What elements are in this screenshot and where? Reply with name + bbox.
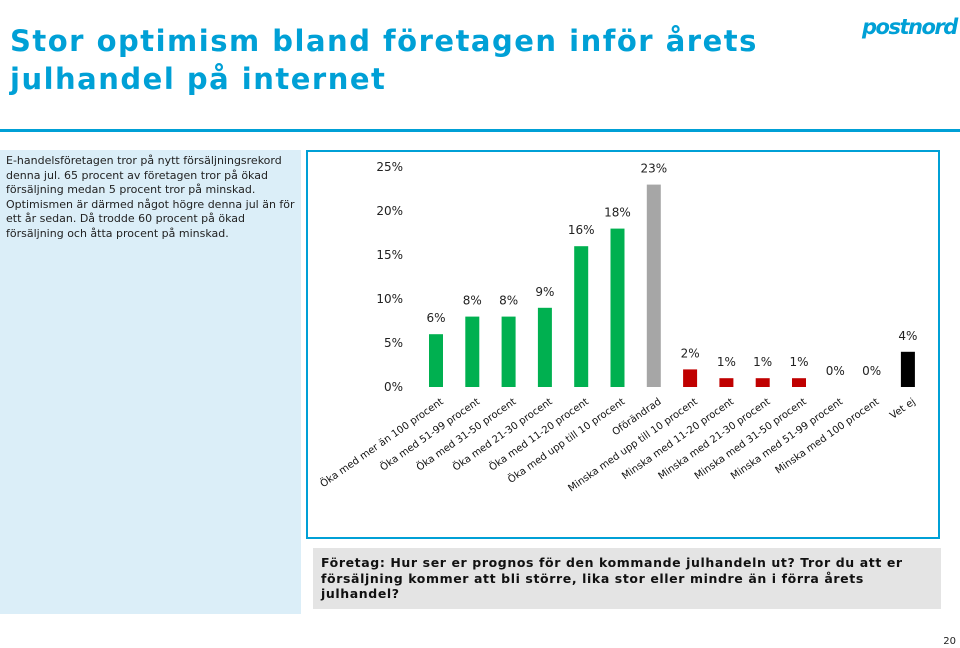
bar (755, 378, 770, 387)
bar (574, 246, 589, 387)
category-label: Vet ej (888, 396, 917, 421)
bar-value-label: 4% (898, 329, 917, 343)
bar-value-label: 9% (535, 285, 554, 299)
bar (900, 351, 915, 387)
question-box: Företag: Hur ser er prognos för den komm… (313, 548, 941, 609)
bar-value-label: 1% (753, 355, 772, 369)
bar-value-label: 16% (568, 223, 595, 237)
y-tick-label: 20% (376, 204, 403, 218)
y-tick-label: 15% (376, 248, 403, 262)
bar (719, 378, 734, 387)
bar (501, 316, 516, 387)
bar-value-label: 18% (604, 206, 631, 220)
bar (537, 307, 552, 387)
question-text: Företag: Hur ser er prognos för den komm… (321, 555, 903, 601)
bar-chart: 0%5%10%15%20%25%6%Öka med mer än 100 pro… (317, 160, 917, 494)
intro-panel (0, 150, 301, 614)
bar (646, 184, 661, 387)
bar (465, 316, 480, 387)
postnord-logo: postnord (862, 15, 958, 39)
category-label: Minska med upp till 10 procent (566, 396, 699, 494)
bar-value-label: 6% (426, 311, 445, 325)
bar-value-label: 1% (717, 355, 736, 369)
y-tick-label: 25% (376, 160, 403, 174)
bar-value-label: 1% (789, 355, 808, 369)
slide-title: Stor optimism bland företagen inför året… (10, 24, 758, 96)
bar (792, 378, 806, 387)
bar (683, 369, 698, 387)
intro-text: E-handelsföretagen tror på nytt försäljn… (6, 154, 295, 240)
y-tick-label: 10% (376, 292, 403, 306)
bar-value-label: 0% (862, 364, 881, 378)
bar (610, 228, 625, 387)
bar-value-label: 0% (826, 364, 845, 378)
bar (429, 334, 443, 387)
header-divider (0, 129, 960, 132)
page-number: 20 (943, 636, 956, 647)
bar-value-label: 8% (499, 294, 518, 308)
y-tick-label: 5% (384, 336, 403, 350)
bar-value-label: 2% (681, 346, 700, 360)
bar-value-label: 8% (463, 294, 482, 308)
y-tick-label: 0% (384, 380, 403, 394)
bar-value-label: 23% (640, 162, 667, 176)
